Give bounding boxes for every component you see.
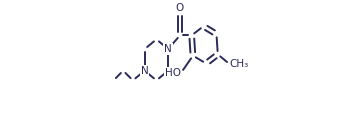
Text: CH₃: CH₃ bbox=[230, 59, 249, 69]
Text: O: O bbox=[176, 3, 184, 13]
Text: N: N bbox=[164, 44, 172, 54]
Text: HO: HO bbox=[165, 68, 181, 78]
Text: N: N bbox=[141, 66, 149, 76]
